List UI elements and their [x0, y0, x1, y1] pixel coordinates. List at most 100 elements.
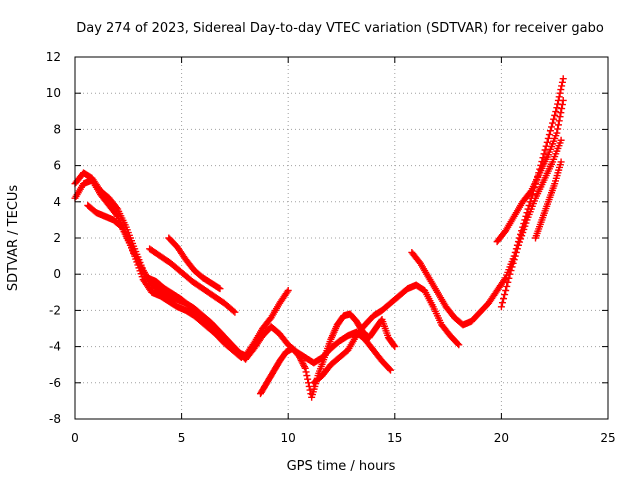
y-tick-label: 8: [53, 122, 61, 136]
data-marker: [550, 115, 558, 123]
data-marker: [546, 127, 554, 135]
data-marker: [516, 238, 524, 246]
data-marker: [296, 353, 304, 361]
data-marker: [230, 307, 238, 315]
data-marker: [296, 355, 304, 363]
grid: [75, 57, 608, 419]
x-tick-label: 0: [71, 431, 79, 445]
y-tick-label: 12: [46, 50, 61, 64]
data-marker: [508, 263, 516, 271]
data-marker: [556, 89, 564, 97]
y-tick-label: -2: [49, 303, 61, 317]
series-track-11: [532, 158, 565, 242]
data-marker: [513, 245, 521, 253]
data-point: [506, 270, 514, 278]
data-point: [557, 158, 565, 166]
x-tick-label: 5: [178, 431, 186, 445]
data-marker: [503, 282, 511, 290]
data-marker: [511, 252, 519, 260]
data-point: [295, 352, 303, 360]
data-point: [544, 134, 552, 142]
x-tick-label: 10: [281, 431, 296, 445]
data-marker: [554, 121, 562, 129]
x-tick-label: 25: [600, 431, 615, 445]
series-track-10: [497, 136, 565, 311]
series-layer: [71, 75, 567, 401]
y-tick-label: 6: [53, 159, 61, 173]
data-point: [553, 129, 561, 137]
y-tick-label: 2: [53, 231, 61, 245]
data-marker: [501, 291, 509, 299]
data-marker: [556, 113, 564, 121]
data-marker: [548, 123, 556, 131]
series-track-5: [165, 234, 224, 293]
data-marker: [236, 353, 244, 361]
data-marker: [558, 105, 566, 113]
data-point: [284, 286, 292, 294]
data-marker: [554, 125, 562, 133]
data-point: [301, 364, 309, 372]
series-track-9: [493, 96, 567, 246]
data-marker: [454, 340, 462, 348]
y-tick-label: 4: [53, 195, 61, 209]
data-point: [497, 303, 505, 311]
data-marker: [510, 256, 518, 264]
data-marker: [297, 356, 305, 364]
ticks: 0 5 10 15 20 25 -8 -6 -4 -2 0 2 4 6 8 10 12: [46, 50, 616, 445]
data-marker: [502, 286, 510, 294]
x-tick-label: 20: [494, 431, 509, 445]
data-marker: [300, 363, 308, 371]
data-marker: [385, 365, 393, 373]
data-marker: [300, 361, 308, 369]
data-marker: [525, 201, 533, 209]
series-track-7: [310, 281, 463, 387]
chart-title: Day 274 of 2023, Sidereal Day-to-day VTE…: [76, 21, 604, 36]
data-marker: [517, 235, 525, 243]
y-tick-label: -8: [49, 412, 61, 426]
data-point: [559, 96, 567, 104]
data-marker: [549, 119, 557, 127]
data-marker: [545, 131, 553, 139]
data-point: [514, 241, 522, 249]
data-marker: [505, 274, 513, 282]
data-marker: [540, 150, 548, 158]
data-point: [387, 366, 395, 374]
data-marker: [521, 222, 529, 230]
data-marker: [500, 295, 508, 303]
data-marker: [512, 248, 520, 256]
y-axis-label: SDTVAR / TECUs: [6, 185, 21, 292]
data-marker: [543, 138, 551, 146]
x-axis-label: GPS time / hours: [287, 459, 396, 474]
data-point: [237, 353, 245, 361]
data-point: [559, 75, 567, 83]
x-tick-label: 15: [387, 431, 402, 445]
data-marker: [283, 288, 291, 296]
data-marker: [552, 108, 560, 116]
data-marker: [303, 372, 311, 380]
data-point: [231, 308, 239, 316]
data-marker: [507, 267, 515, 275]
data-marker: [390, 341, 398, 349]
data-marker: [555, 93, 563, 101]
y-tick-label: -4: [49, 340, 61, 354]
y-tick-label: 10: [46, 86, 61, 100]
data-marker: [113, 211, 121, 219]
data-marker: [304, 375, 312, 383]
data-point: [216, 285, 224, 293]
data-marker: [520, 225, 528, 233]
data-marker: [302, 368, 310, 376]
data-marker: [557, 109, 565, 117]
data-marker: [522, 219, 530, 227]
data-marker: [557, 86, 565, 94]
data-marker: [299, 360, 307, 368]
data-marker: [518, 232, 526, 240]
data-point: [553, 104, 561, 112]
data-marker: [558, 82, 566, 90]
data-marker: [504, 278, 512, 286]
data-point: [391, 343, 399, 351]
data-marker: [558, 101, 566, 109]
data-marker: [558, 78, 566, 86]
series-track-3: [84, 201, 245, 361]
data-point: [557, 136, 565, 144]
